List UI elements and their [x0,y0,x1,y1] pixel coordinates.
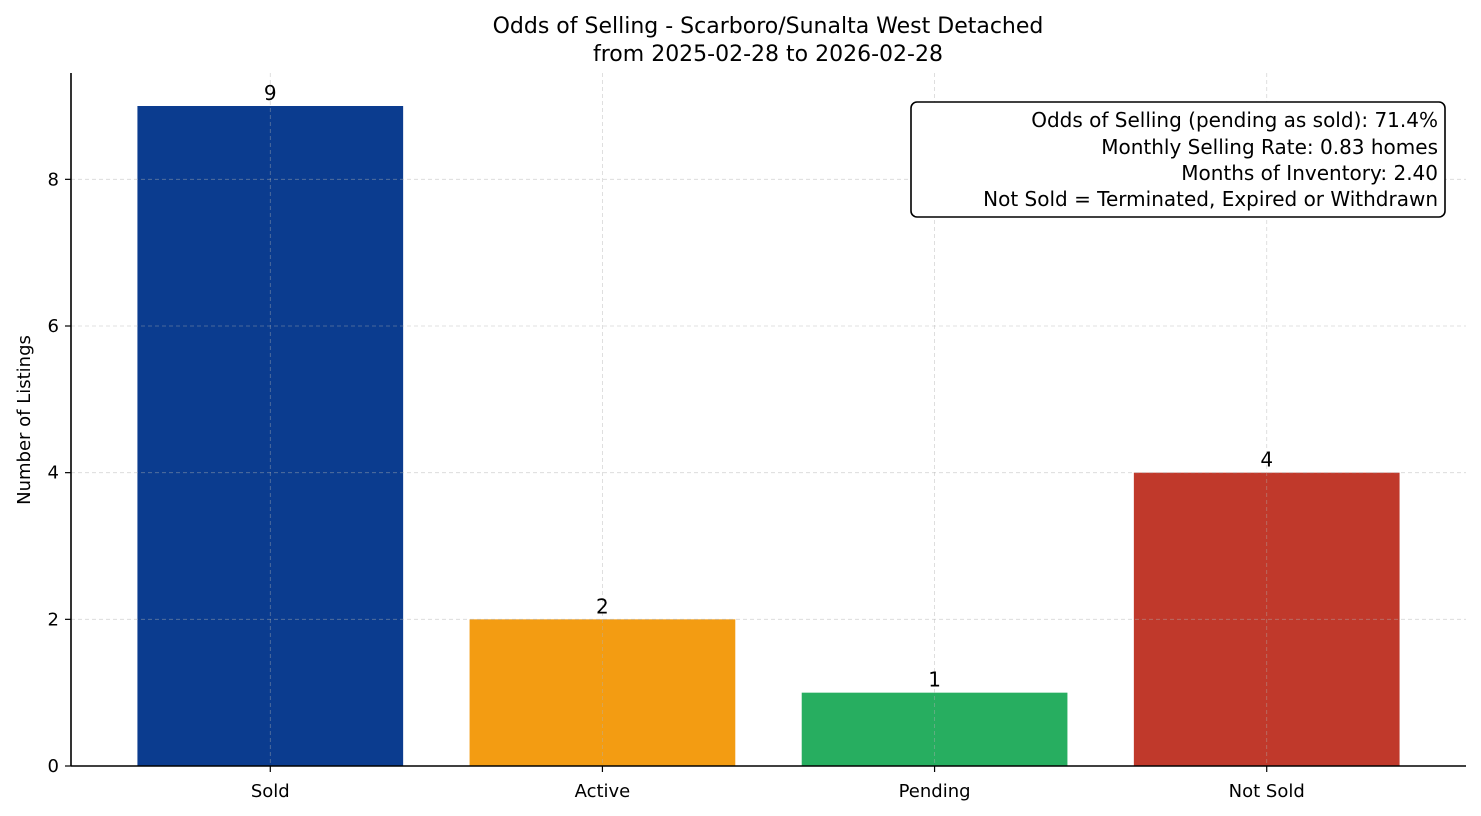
x-tick-label: Active [575,781,631,802]
x-tick-label: Pending [899,781,971,802]
data-label: 1 [928,668,941,692]
stats-box: Odds of Selling (pending as sold): 71.4%… [910,101,1446,218]
y-tick-label: 2 [48,609,59,630]
x-tick-label: Sold [251,781,290,802]
stats-line-inventory: Months of Inventory: 2.40 [1181,161,1438,185]
stats-line-odds: Odds of Selling (pending as sold): 71.4% [1031,108,1438,132]
x-tick-label: Not Sold [1229,781,1305,802]
data-label: 2 [596,594,609,618]
data-label: 9 [264,81,277,105]
y-tick-label: 8 [48,169,59,190]
y-axis-label: Number of Listings [14,335,35,505]
stats-line-rate: Monthly Selling Rate: 0.83 homes [1101,135,1438,159]
y-tick-label: 0 [48,756,59,777]
chart-title: Odds of Selling - Scarboro/Sunalta West … [493,14,1044,39]
data-label: 4 [1260,448,1273,472]
y-tick-label: 6 [48,316,59,337]
bar-sold [137,106,404,766]
stats-line-note: Not Sold = Terminated, Expired or Withdr… [983,187,1438,211]
chart-subtitle: from 2025-02-28 to 2026-02-28 [593,42,943,67]
y-tick-label: 4 [48,463,59,484]
